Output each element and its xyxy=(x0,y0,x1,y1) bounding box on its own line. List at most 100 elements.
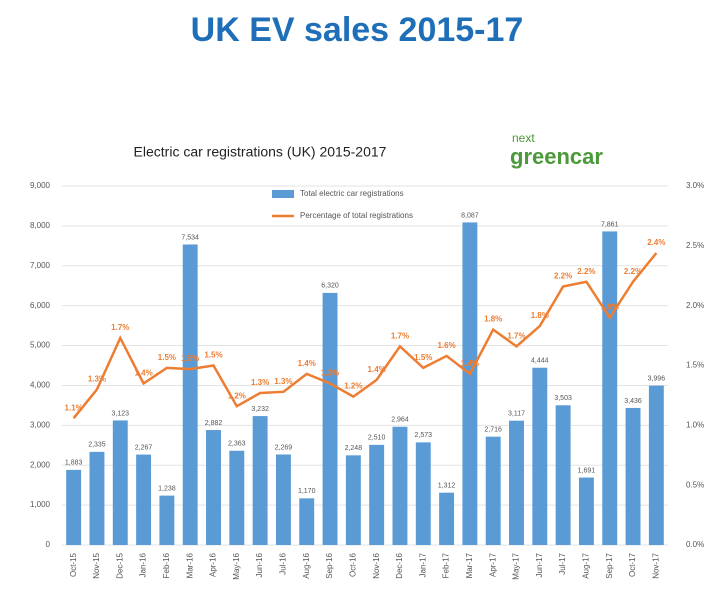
bar xyxy=(648,385,664,545)
y-tick-label: 0 xyxy=(46,540,51,549)
bar-label: 2,248 xyxy=(345,445,363,452)
line-label: 1.8% xyxy=(484,315,502,324)
bar xyxy=(89,451,105,545)
x-tick-label: Feb-17 xyxy=(442,552,451,578)
line-label: 1.7% xyxy=(507,331,525,340)
logo-bottom: greencar xyxy=(510,144,603,169)
x-tick-label: Nov-15 xyxy=(92,552,101,578)
x-tick-label: Feb-16 xyxy=(162,552,171,578)
bar xyxy=(66,469,82,545)
y2-tick-label: 1.5% xyxy=(686,361,704,370)
bar-label: 7,861 xyxy=(601,221,619,228)
x-tick-label: Jan-17 xyxy=(418,552,427,577)
bar xyxy=(532,367,548,545)
logo-top: next xyxy=(512,131,535,145)
x-tick-label: Mar-16 xyxy=(185,552,194,578)
bar-label: 2,269 xyxy=(275,444,293,451)
line-label: 2.2% xyxy=(577,267,595,276)
bar-label: 8,087 xyxy=(461,212,479,219)
bar-label: 1,691 xyxy=(578,467,596,474)
line-label: 1.9% xyxy=(601,303,619,312)
bar xyxy=(229,450,245,545)
bar xyxy=(252,416,268,545)
bar-label: 3,232 xyxy=(251,406,269,413)
bar xyxy=(322,292,338,545)
x-tick-label: Jan-16 xyxy=(139,552,148,577)
bar-label: 4,444 xyxy=(531,358,549,365)
bar-label: 7,534 xyxy=(181,234,199,241)
bar xyxy=(206,430,221,545)
line-label: 1.6% xyxy=(437,341,455,350)
bar-label: 1,312 xyxy=(438,483,456,490)
bar xyxy=(299,498,315,545)
bar xyxy=(625,407,641,545)
bar-label: 2,363 xyxy=(228,441,246,448)
bar-label: 3,996 xyxy=(648,375,666,382)
y2-tick-label: 2.5% xyxy=(686,241,704,250)
y2-tick-label: 3.0% xyxy=(686,181,704,190)
x-tick-label: Sep-17 xyxy=(605,552,614,578)
bar xyxy=(136,454,152,545)
y-tick-label: 6,000 xyxy=(30,301,51,310)
bar xyxy=(462,222,478,545)
x-tick-label: Sep-16 xyxy=(325,552,334,578)
y2-tick-label: 0.0% xyxy=(686,540,704,549)
x-tick-label: Nov-17 xyxy=(651,552,660,578)
x-tick-label: Jul-16 xyxy=(279,552,288,574)
line-label: 1.3% xyxy=(251,378,269,387)
bar xyxy=(369,444,385,545)
line-label: 1.4% xyxy=(134,369,152,378)
x-tick-label: May-17 xyxy=(512,552,521,579)
line-label: 1.3% xyxy=(88,375,106,384)
bar-label: 2,573 xyxy=(415,432,433,439)
y-tick-label: 1,000 xyxy=(30,500,51,509)
x-tick-label: Jul-17 xyxy=(558,552,567,574)
line-label: 1.7% xyxy=(111,323,129,332)
bar-label: 2,335 xyxy=(88,442,106,449)
y-tick-label: 8,000 xyxy=(30,221,51,230)
bar xyxy=(415,442,431,545)
x-tick-label: Aug-17 xyxy=(582,552,591,578)
y2-tick-label: 2.0% xyxy=(686,301,704,310)
y2-tick-label: 1.0% xyxy=(686,420,704,429)
line-label: 2.2% xyxy=(554,272,572,281)
bar xyxy=(392,426,408,545)
bar xyxy=(112,420,128,545)
line-label: 2.2% xyxy=(624,267,642,276)
line-label: 1.2% xyxy=(228,391,246,400)
line-label: 1.7% xyxy=(391,331,409,340)
y-tick-label: 5,000 xyxy=(30,341,51,350)
line-label: 2.4% xyxy=(647,238,665,247)
bar-label: 3,436 xyxy=(624,398,642,405)
bar xyxy=(485,436,501,545)
bar-label: 3,117 xyxy=(508,411,525,418)
bar xyxy=(555,405,571,545)
line-label: 1.4% xyxy=(461,359,479,368)
line-label: 1.3% xyxy=(321,369,339,378)
legend-swatch xyxy=(272,190,294,198)
bar-label: 1,238 xyxy=(158,485,176,492)
x-tick-label: Dec-15 xyxy=(115,552,124,578)
x-tick-label: Oct-15 xyxy=(69,552,78,577)
x-tick-label: Jun-17 xyxy=(535,552,544,577)
x-tick-label: Nov-16 xyxy=(372,552,381,578)
bar-label: 2,267 xyxy=(135,444,153,451)
x-tick-label: Apr-16 xyxy=(209,552,218,577)
x-tick-label: Mar-17 xyxy=(465,552,474,578)
line-label: 1.4% xyxy=(298,359,316,368)
bar xyxy=(345,455,361,545)
line-label: 1.4% xyxy=(368,365,386,374)
y-tick-label: 3,000 xyxy=(30,420,51,429)
y-tick-label: 7,000 xyxy=(30,261,51,270)
legend-label: Percentage of total registrations xyxy=(300,211,413,220)
legend-label: Total electric car registrations xyxy=(300,189,404,198)
line-label: 1.1% xyxy=(65,403,83,412)
x-tick-label: Oct-16 xyxy=(348,552,357,577)
x-tick-label: Jun-16 xyxy=(255,552,264,577)
bar xyxy=(439,492,455,545)
line-label: 1.3% xyxy=(274,377,292,386)
line-label: 1.8% xyxy=(531,311,549,320)
line-label: 1.5% xyxy=(414,353,432,362)
chart-title: Electric car registrations (UK) 2015-201… xyxy=(134,144,387,160)
